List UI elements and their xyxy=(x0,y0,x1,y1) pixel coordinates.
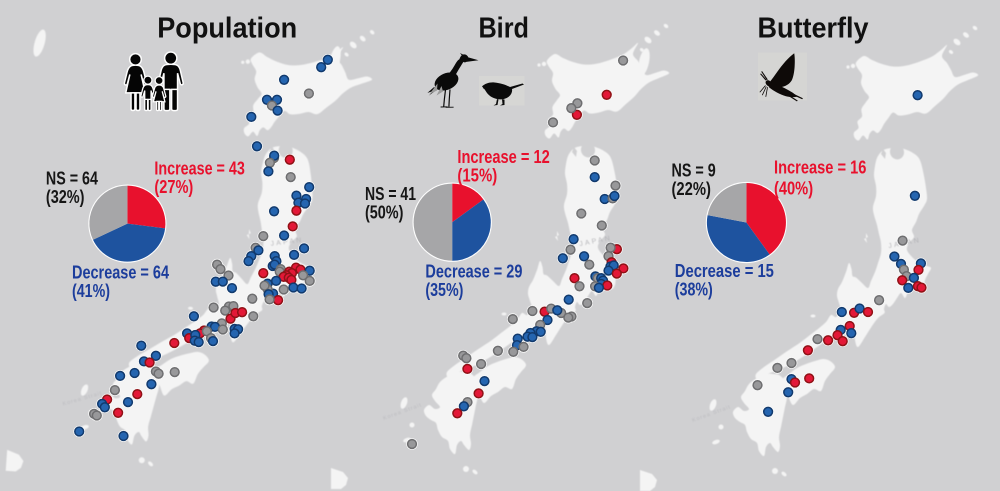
svg-text:(41%): (41%) xyxy=(72,281,110,301)
svg-text:(50%): (50%) xyxy=(365,203,403,223)
svg-text:NS = 9: NS = 9 xyxy=(672,160,716,180)
svg-text:(35%): (35%) xyxy=(425,280,463,300)
svg-text:NS = 64: NS = 64 xyxy=(46,169,98,189)
svg-text:Butterfly: Butterfly xyxy=(758,13,869,45)
svg-text:NS = 41: NS = 41 xyxy=(365,184,416,204)
svg-text:Increase = 12: Increase = 12 xyxy=(457,147,549,167)
svg-text:(15%): (15%) xyxy=(457,165,497,185)
svg-text:(27%): (27%) xyxy=(154,177,193,197)
svg-text:Decrease = 64: Decrease = 64 xyxy=(72,263,169,283)
svg-text:(38%): (38%) xyxy=(675,279,713,299)
svg-text:Increase = 43: Increase = 43 xyxy=(154,159,244,179)
svg-text:(40%): (40%) xyxy=(774,178,813,198)
svg-text:Population: Population xyxy=(157,13,297,45)
svg-text:Increase = 16: Increase = 16 xyxy=(774,158,866,178)
svg-text:Bird: Bird xyxy=(478,13,529,45)
svg-text:(32%): (32%) xyxy=(46,187,85,207)
svg-text:(22%): (22%) xyxy=(672,179,711,199)
svg-text:Decrease = 15: Decrease = 15 xyxy=(675,261,774,281)
svg-text:Decrease = 29: Decrease = 29 xyxy=(425,262,522,282)
